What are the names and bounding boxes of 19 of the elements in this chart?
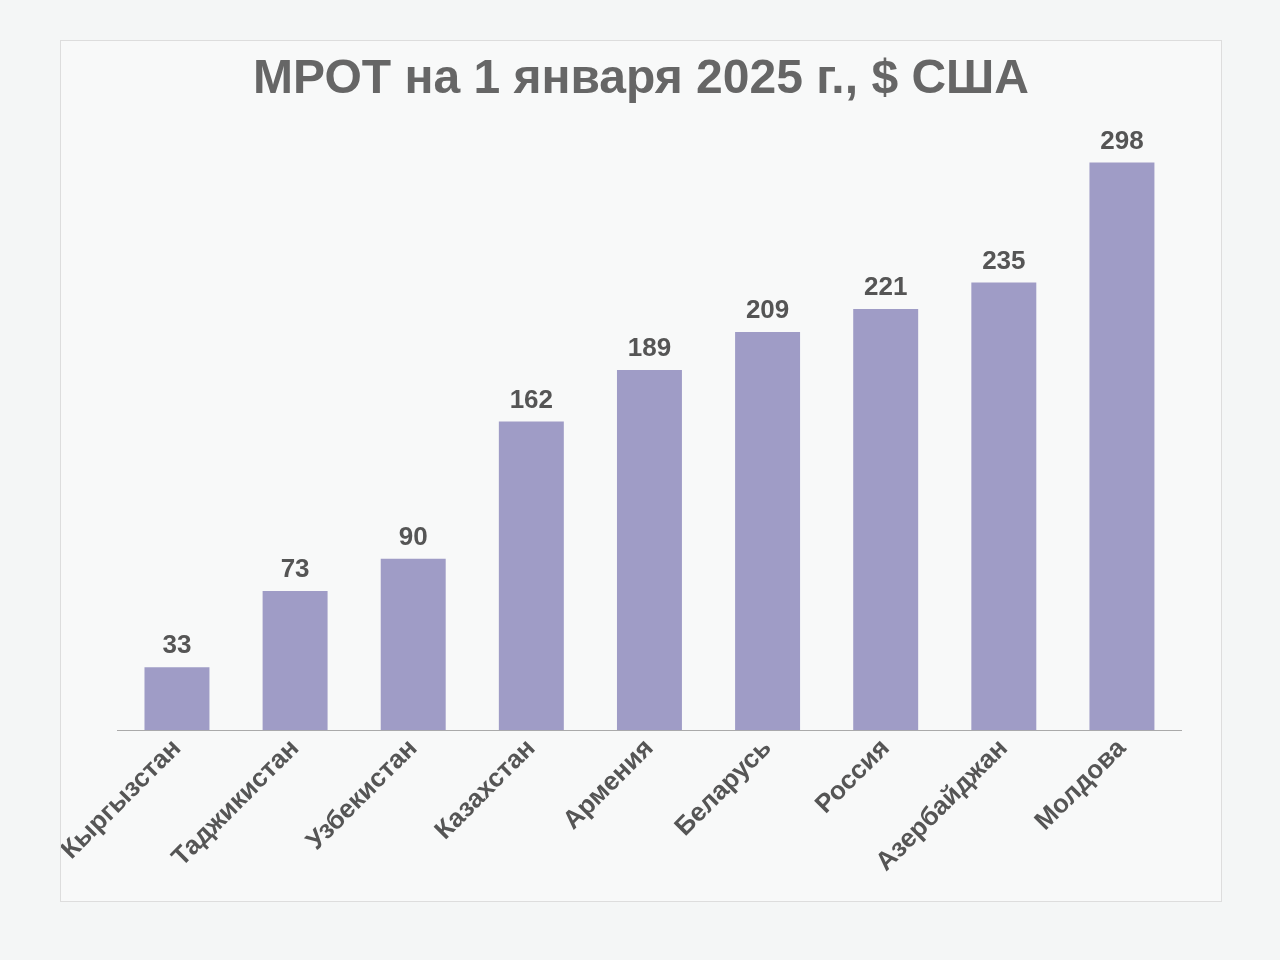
bar <box>853 309 919 731</box>
data-label: 298 <box>1100 124 1144 155</box>
data-label: 33 <box>162 629 192 660</box>
bar <box>971 282 1037 731</box>
bar <box>262 591 328 731</box>
bar <box>1089 162 1155 731</box>
bar <box>144 667 210 731</box>
data-label: 221 <box>864 271 908 302</box>
data-label: 162 <box>509 383 554 414</box>
bar <box>498 421 564 731</box>
bar <box>616 370 682 731</box>
data-label: 90 <box>398 520 428 551</box>
data-label: 73 <box>280 553 310 584</box>
data-label: 235 <box>982 244 1026 275</box>
chart-title: МРОТ на 1 января 2025 г., $ США <box>253 50 1029 104</box>
bar <box>735 331 801 731</box>
data-label: 189 <box>627 332 672 363</box>
bar <box>380 558 446 731</box>
data-label: 209 <box>745 294 790 325</box>
